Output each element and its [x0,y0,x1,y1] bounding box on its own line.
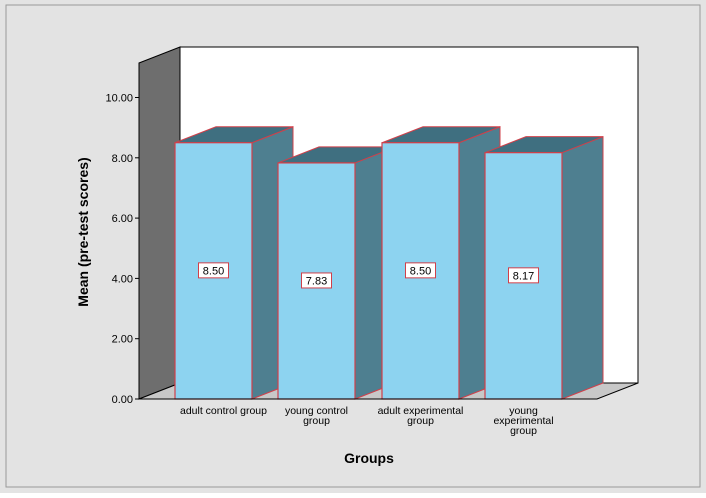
x-tick-label-line: adult experimental [378,405,464,417]
x-tick-label-line: young [509,405,538,417]
chart-frame [5,4,701,488]
y-tick-label: 8.00 [112,153,133,165]
x-tick-label: adult control group [180,405,267,417]
y-tick-label: 6.00 [112,213,133,225]
data-label-box [405,262,436,279]
data-label-box [301,272,332,289]
y-tick-label: 10.00 [105,93,133,105]
y-axis-title: Mean (pre-test scores) [75,157,91,306]
plot-left-wall [138,46,181,400]
bar-group: 8.17 [484,135,604,400]
x-tick-label-line: experimental [493,415,553,427]
x-tick-label: adult experimental group [378,405,464,427]
x-tick-label: young control group [285,405,348,427]
x-axis: adult control group young control groupadu… [139,398,597,437]
bars: 8.50 7.83 8.50 8.17 [174,125,604,400]
x-axis-title: Groups [344,450,394,466]
data-label: 8.50 [203,265,224,277]
bar-group: 7.83 [277,146,397,400]
data-label: 8.17 [513,270,534,282]
y-tick-label: 2.00 [112,334,133,346]
bar-group: 8.50 [381,125,501,400]
y-tick-label: 0.00 [112,394,133,406]
data-label: 7.83 [306,275,327,287]
bar-side [561,135,604,400]
x-tick-label: young experimental group [493,405,553,437]
x-tick-label-line: group [407,415,434,427]
data-label-box [508,267,539,284]
y-tick-label: 4.00 [112,273,133,285]
data-label-box [198,262,229,279]
x-tick-label-line: group [303,415,330,427]
data-label: 8.50 [410,265,431,277]
bar-group: 8.50 [174,125,294,400]
x-tick-label-line: adult control group [180,405,267,417]
x-tick-label-line: young control [285,405,348,417]
y-axis: 0.00 2.00 4.00 6.00 8.00 10.00 [105,63,140,406]
x-tick-label-line: group [510,425,537,437]
